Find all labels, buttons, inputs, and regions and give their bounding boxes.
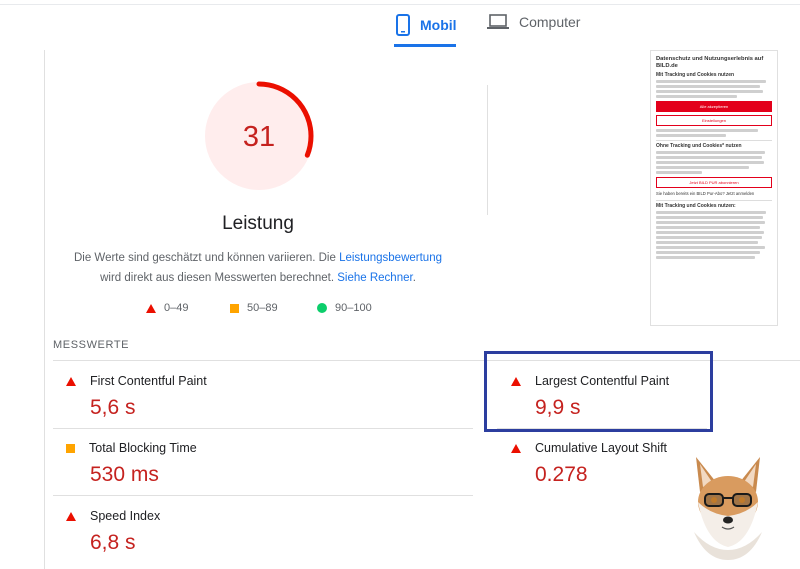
page-screenshot-thumbnail[interactable]: Datenschutz und Nutzungserlebnis auf BIL… — [650, 50, 778, 326]
metric-cls-label: Cumulative Layout Shift — [535, 441, 668, 455]
thumb-heading-2: Ohne Tracking und Cookies* nutzen — [656, 143, 742, 150]
metric-fcp: First Contentful Paint 5,6 s — [66, 374, 286, 420]
metric-cls-value: 0.278 — [535, 463, 588, 486]
orange-square-icon — [230, 303, 239, 313]
thumb-title: Datenschutz und Nutzungserlebnis auf BIL… — [656, 56, 764, 69]
row-divider-2 — [53, 495, 473, 496]
thumb-settings-button: Einstellungen — [656, 115, 772, 127]
metric-lcp-value: 9,9 s — [535, 396, 581, 419]
score-gauge: 31 — [204, 81, 314, 191]
score-value: 31 — [243, 121, 275, 153]
gauge-background — [205, 82, 313, 190]
active-tab-indicator — [394, 44, 456, 47]
score-label: Leistung — [222, 213, 294, 234]
gauge-arc — [204, 81, 314, 191]
desc-text-1: Die Werte sind geschätzt und können vari… — [73, 252, 340, 264]
red-triangle-icon — [511, 376, 521, 386]
vertical-separator — [487, 85, 488, 215]
card-border — [44, 50, 45, 569]
legend-poor-label: 0–49 — [164, 302, 189, 314]
red-triangle-icon — [511, 443, 521, 453]
calculator-link[interactable]: Siehe Rechner — [337, 272, 413, 284]
metric-lcp: Largest Contentful Paint 9,9 s — [511, 374, 731, 420]
orange-square-icon — [66, 443, 75, 453]
thumb-note: Sie haben bereits ein BILD Pur-Abo? Jetz… — [656, 191, 755, 197]
metric-si: Speed Index 6,8 s — [66, 509, 286, 555]
metric-si-value: 6,8 s — [90, 531, 136, 554]
thumb-accept-button: Alle akzeptieren — [656, 101, 772, 113]
red-triangle-icon — [66, 376, 76, 386]
fox-mascot-logo — [694, 457, 762, 560]
row-divider-3 — [497, 428, 707, 429]
tab-mobile[interactable]: Mobil — [396, 14, 457, 36]
thumb-heading-3: Mit Tracking und Cookies nutzen: — [656, 202, 736, 209]
metric-tbt-label: Total Blocking Time — [89, 441, 197, 455]
red-triangle-icon — [66, 511, 76, 521]
legend-average: 50–89 — [230, 302, 278, 314]
legend-average-label: 50–89 — [247, 302, 278, 314]
tab-desktop[interactable]: Computer — [487, 14, 580, 30]
score-description: Die Werte sind geschätzt und können vari… — [60, 248, 456, 288]
metrics-section-title: MESSWERTE — [53, 339, 130, 351]
row-divider-1 — [53, 428, 473, 429]
legend-good: 90–100 — [317, 302, 372, 314]
tab-desktop-label: Computer — [519, 14, 581, 30]
metric-tbt-value: 530 ms — [90, 463, 159, 486]
red-triangle-icon — [146, 303, 156, 313]
metric-fcp-value: 5,6 s — [90, 396, 136, 419]
metrics-divider — [53, 360, 800, 361]
metric-lcp-label: Largest Contentful Paint — [535, 374, 670, 388]
legend-good-label: 90–100 — [335, 302, 372, 314]
metric-fcp-label: First Contentful Paint — [90, 374, 207, 388]
metric-cls: Cumulative Layout Shift 0.278 — [511, 441, 731, 487]
legend-poor: 0–49 — [146, 302, 188, 314]
device-tabs: Mobil Computer — [0, 0, 800, 50]
lcp-highlight-box — [484, 351, 713, 432]
performance-score-link[interactable]: Leistungsbewertung — [339, 252, 442, 264]
desc-text-2: wird direkt aus diesen Messwerten berech… — [100, 272, 338, 284]
thumb-pur-button: Jetzt BILD PUR abonnieren — [656, 177, 772, 189]
thumb-heading-1: Mit Tracking und Cookies nutzen — [656, 72, 735, 78]
metric-tbt: Total Blocking Time 530 ms — [66, 441, 286, 487]
mobile-phone-icon — [396, 14, 410, 36]
top-divider — [0, 4, 800, 5]
tab-mobile-label: Mobil — [420, 17, 457, 33]
green-circle-icon — [317, 303, 327, 313]
metric-si-label: Speed Index — [90, 509, 161, 523]
laptop-icon — [487, 14, 509, 29]
desc-text-3: . — [412, 272, 416, 284]
